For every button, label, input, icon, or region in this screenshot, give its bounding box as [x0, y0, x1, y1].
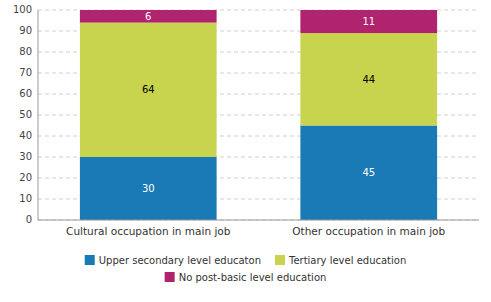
y-tick-label: 20	[19, 172, 32, 183]
y-axis-line	[38, 10, 39, 220]
bar-segment	[300, 10, 437, 33]
legend-swatch	[165, 272, 175, 282]
data-label: 64	[142, 84, 155, 95]
y-tick-label: 100	[13, 4, 32, 15]
x-tick-label: Cultural occupation in main job	[66, 225, 231, 237]
data-label: 30	[142, 183, 155, 194]
legend-swatch	[85, 255, 95, 265]
legend-item: Tertiary level education	[275, 255, 406, 266]
legend-swatch	[275, 255, 285, 265]
chart: 0 10 20 30 40 50 60 70 80 90 100 30 45 64 44 6 11 Cultura…	[0, 0, 491, 302]
y-tick-label: 90	[19, 25, 32, 36]
bar-segment	[300, 126, 437, 221]
x-axis-line	[38, 220, 479, 221]
y-tick-label: 50	[19, 109, 32, 120]
bar-segment	[80, 157, 217, 220]
data-label: 11	[362, 16, 375, 27]
data-label: 45	[362, 167, 375, 178]
bar-segment	[300, 33, 437, 125]
data-label: 6	[145, 11, 151, 22]
y-tick-label: 80	[19, 46, 32, 57]
x-tick-label: Other occupation in main job	[292, 225, 445, 237]
y-tick-label: 70	[19, 67, 32, 78]
legend-label: Upper secondary level educaton	[99, 255, 261, 266]
legend-label: No post-basic level education	[179, 272, 327, 283]
y-tick-label: 60	[19, 88, 32, 99]
y-tick-label: 10	[19, 193, 32, 204]
y-tick-label: 40	[19, 130, 32, 141]
bar-segment	[80, 10, 217, 23]
grid-line	[38, 220, 479, 221]
legend-item: Upper secondary level educaton	[85, 255, 261, 266]
legend: Upper secondary level educaton Tertiary l…	[85, 255, 407, 283]
y-tick-label: 0	[26, 214, 32, 225]
y-tick-label: 30	[19, 151, 32, 162]
legend-label: Tertiary level education	[288, 255, 406, 266]
legend-item: No post-basic level education	[165, 272, 327, 283]
data-label: 44	[362, 74, 375, 85]
page: {"chart_data": {"type": "bar", "stacked"…	[0, 0, 491, 302]
bar-segment	[80, 23, 217, 157]
bars	[80, 10, 437, 220]
